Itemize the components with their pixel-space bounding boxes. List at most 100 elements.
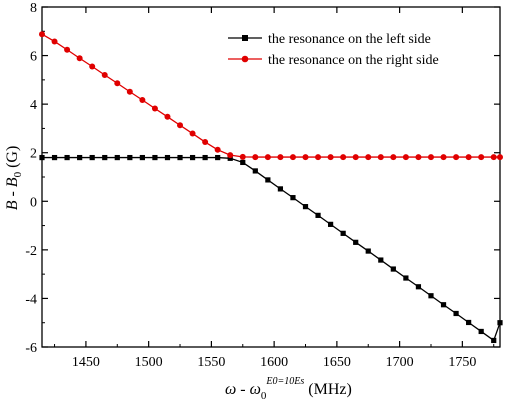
x-axis-title: ω - ω0E0=10Es (MHz) bbox=[225, 376, 352, 402]
legend-item-right: the resonance on the right side bbox=[228, 53, 439, 68]
data-point-left bbox=[114, 154, 120, 161]
y-title-sub: 0 bbox=[12, 171, 24, 177]
data-point-right bbox=[202, 139, 209, 146]
data-point-right bbox=[151, 105, 158, 112]
data-point-left bbox=[152, 154, 158, 161]
data-point-right bbox=[289, 154, 296, 161]
data-point-left bbox=[290, 195, 296, 201]
data-point-right bbox=[497, 154, 503, 161]
x-title-omega: ω bbox=[225, 381, 236, 398]
x-tick-label: 1600 bbox=[260, 355, 288, 370]
data-point-right bbox=[39, 31, 45, 38]
data-point-right bbox=[490, 154, 497, 161]
data-point-right bbox=[415, 154, 422, 161]
y-tick-label: -6 bbox=[25, 341, 37, 356]
data-point-left bbox=[340, 230, 346, 236]
data-point-right bbox=[227, 152, 234, 159]
y-tick-label: 4 bbox=[30, 98, 37, 113]
data-point-left bbox=[390, 266, 396, 272]
y-tick-label: 0 bbox=[30, 195, 37, 210]
data-point-left bbox=[252, 168, 258, 174]
data-point-left bbox=[265, 177, 271, 183]
y-tick-label: 6 bbox=[30, 50, 37, 65]
data-point-left bbox=[491, 337, 497, 344]
data-point-right bbox=[427, 154, 434, 161]
x-tick-label: 1700 bbox=[386, 355, 414, 370]
data-point-right bbox=[139, 97, 146, 104]
data-point-left bbox=[164, 154, 171, 161]
data-point-right bbox=[239, 153, 246, 160]
data-point-right bbox=[126, 88, 133, 95]
x-tick-label: 1450 bbox=[72, 355, 100, 370]
data-point-right bbox=[352, 154, 359, 161]
data-point-right bbox=[315, 154, 322, 161]
data-point-left bbox=[365, 248, 371, 254]
x-title-dash: - bbox=[240, 381, 245, 398]
y-axis: -6 -4 -2 0 2 4 6 8 bbox=[25, 1, 500, 356]
data-point-left bbox=[102, 154, 108, 161]
data-point-right bbox=[89, 63, 96, 70]
legend: the resonance on the left side the reson… bbox=[228, 32, 439, 68]
data-point-left bbox=[466, 319, 472, 326]
data-point-left bbox=[177, 154, 183, 161]
data-point-right bbox=[214, 146, 221, 153]
x-tick-label: 1750 bbox=[448, 355, 476, 370]
legend-label-right: the resonance on the right side bbox=[268, 53, 439, 68]
data-point-right bbox=[76, 55, 83, 62]
data-point-left bbox=[302, 204, 309, 210]
data-point-right bbox=[365, 154, 372, 161]
y-tick-label: -2 bbox=[25, 244, 37, 259]
data-point-left bbox=[227, 155, 233, 161]
data-point-right bbox=[453, 154, 460, 161]
y-title-b: B bbox=[4, 200, 21, 210]
data-point-left bbox=[478, 328, 484, 335]
data-point-right bbox=[302, 154, 309, 161]
data-point-right bbox=[377, 154, 384, 161]
data-point-left bbox=[328, 221, 334, 227]
data-point-left bbox=[440, 302, 447, 308]
data-point-left bbox=[139, 154, 145, 161]
x-title-unit: (MHz) bbox=[308, 381, 352, 398]
y-title-dash: - bbox=[4, 191, 21, 196]
data-point-left bbox=[39, 154, 45, 161]
data-point-left bbox=[315, 212, 321, 218]
data-point-left bbox=[378, 257, 384, 263]
data-point-right bbox=[390, 154, 397, 161]
data-point-right bbox=[164, 113, 171, 120]
y-axis-title: B-B0(G) bbox=[4, 146, 24, 211]
data-point-left bbox=[415, 284, 422, 290]
x-tick-label: 1500 bbox=[135, 355, 163, 370]
y-title-unit: (G) bbox=[4, 146, 21, 168]
data-point-right bbox=[177, 122, 184, 129]
data-point-right bbox=[64, 46, 71, 53]
x-title-omega0: ω bbox=[250, 381, 261, 398]
data-point-left bbox=[51, 154, 58, 161]
x-tick-label: 1550 bbox=[197, 355, 225, 370]
data-point-left bbox=[277, 186, 284, 192]
data-point-left bbox=[453, 310, 459, 317]
data-point-right bbox=[340, 154, 347, 161]
data-point-right bbox=[277, 154, 284, 161]
data-point-left bbox=[202, 154, 208, 161]
data-point-left bbox=[240, 159, 246, 166]
data-point-right bbox=[264, 154, 271, 161]
data-point-right bbox=[402, 154, 409, 161]
x-tick-label: 1650 bbox=[323, 355, 351, 370]
legend-item-left: the resonance on the left side bbox=[228, 32, 431, 47]
y-tick-label: 8 bbox=[30, 1, 37, 16]
data-point-left bbox=[189, 154, 196, 161]
data-point-left bbox=[77, 154, 83, 161]
data-point-right bbox=[440, 154, 447, 161]
x-title-sup: E0=10Es bbox=[265, 376, 304, 387]
x-title-sub: 0 bbox=[261, 390, 267, 402]
legend-label-left: the resonance on the left side bbox=[268, 32, 431, 47]
data-point-right bbox=[51, 38, 58, 45]
data-point-right bbox=[327, 154, 334, 161]
data-point-left bbox=[127, 154, 133, 161]
x-axis: 1450 1500 1550 1600 1650 1700 1750 bbox=[54, 7, 495, 370]
series-line-left bbox=[42, 156, 501, 342]
data-point-left bbox=[497, 320, 503, 326]
y-tick-label: -4 bbox=[25, 292, 37, 307]
data-point-right bbox=[101, 72, 108, 78]
y-title-b0: B bbox=[4, 177, 21, 187]
